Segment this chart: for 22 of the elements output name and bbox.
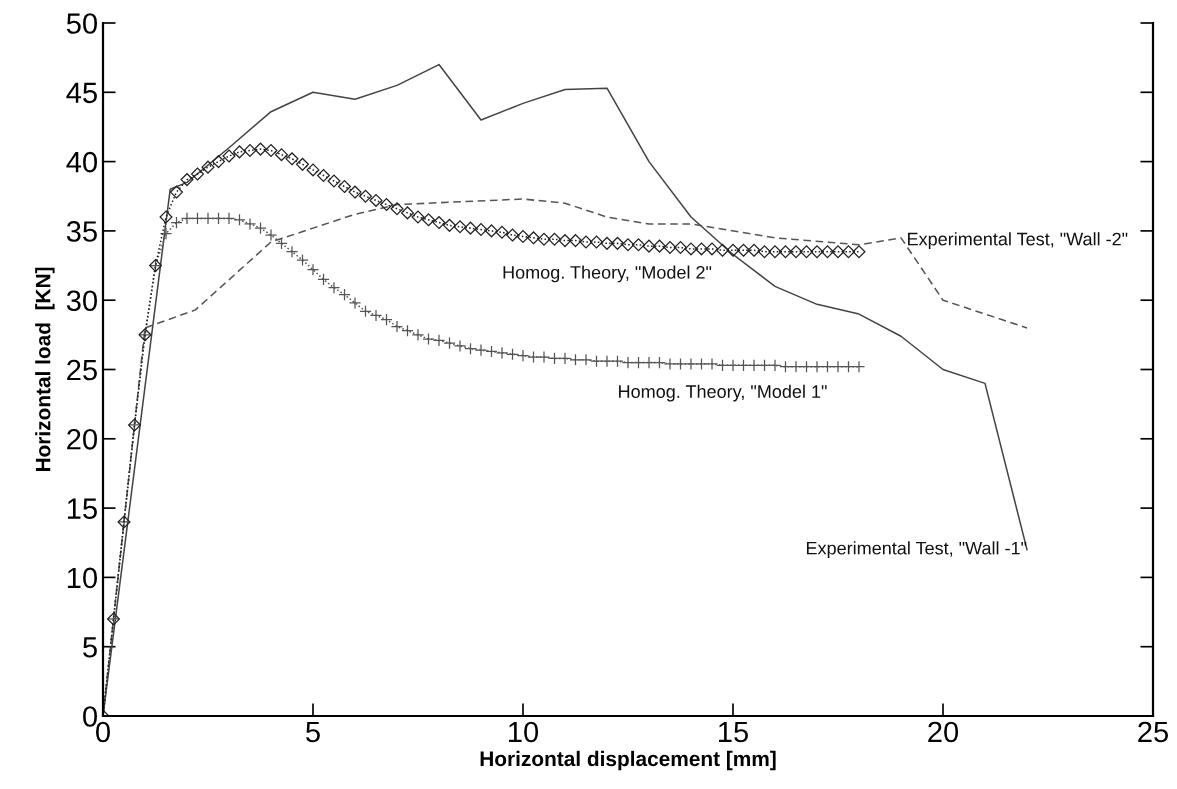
- y-tick-label: 0: [83, 706, 97, 727]
- annotation: Experimental Test, "Wall -2": [908, 232, 1128, 250]
- y-tick-label: 50: [66, 13, 97, 34]
- y-tick-label: 15: [67, 498, 97, 519]
- y-tick-label: 30: [66, 290, 97, 312]
- y-axis-title: Horizontal load [KN]: [35, 267, 55, 472]
- y-tick-label: 10: [67, 567, 97, 589]
- y-tick-label: 20: [67, 429, 97, 450]
- x-tick-label: 25: [1138, 721, 1168, 743]
- y-tick-label: 5: [83, 637, 97, 658]
- x-tick-label: 20: [928, 721, 959, 743]
- x-tick-label: 5: [306, 721, 320, 743]
- y-tick-label: 40: [66, 151, 97, 173]
- annotation: Homog. Theory, "Model 1": [619, 384, 827, 402]
- x-tick-label: 10: [509, 721, 539, 743]
- x-tick-label: 15: [719, 721, 748, 743]
- y-tick-label: 45: [66, 82, 97, 104]
- y-tick-label: 35: [66, 221, 97, 242]
- annotation: Experimental Test, "Wall -1": [806, 541, 1027, 559]
- y-tick-label: 25: [67, 359, 97, 381]
- annotation: Homog. Theory, "Model 2": [503, 265, 712, 283]
- x-axis-title: Horizontal displacement [mm]: [480, 750, 776, 771]
